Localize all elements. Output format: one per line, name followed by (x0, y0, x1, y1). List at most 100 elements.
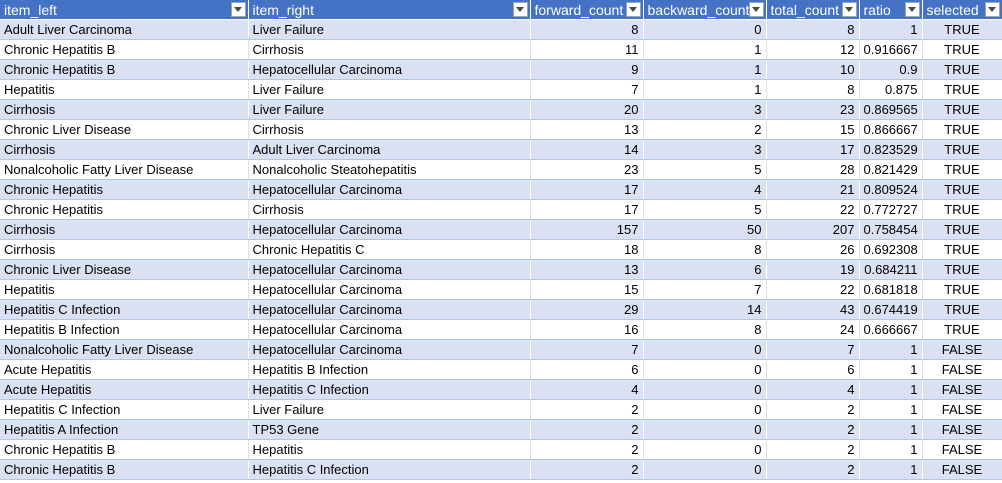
header-total-count[interactable]: total_count (766, 0, 860, 20)
cell-total-count[interactable]: 22 (766, 199, 860, 220)
cell-forward-count[interactable]: 20 (530, 99, 644, 120)
cell-backward-count[interactable]: 1 (643, 39, 767, 60)
cell-item-left[interactable]: Chronic Hepatitis (0, 179, 249, 200)
cell-ratio[interactable]: 0.674419 (859, 299, 923, 320)
cell-forward-count[interactable]: 7 (530, 79, 644, 100)
cell-selected[interactable]: TRUE (922, 119, 1002, 140)
cell-ratio[interactable]: 1 (859, 439, 923, 460)
cell-backward-count[interactable]: 1 (643, 79, 767, 100)
cell-total-count[interactable]: 23 (766, 99, 860, 120)
cell-backward-count[interactable]: 7 (643, 279, 767, 300)
cell-ratio[interactable]: 0.772727 (859, 199, 923, 220)
cell-item-right[interactable]: Liver Failure (248, 19, 531, 40)
cell-item-left[interactable]: Nonalcoholic Fatty Liver Disease (0, 159, 249, 180)
cell-selected[interactable]: FALSE (922, 339, 1002, 360)
cell-item-right[interactable]: Cirrhosis (248, 199, 531, 220)
cell-backward-count[interactable]: 14 (643, 299, 767, 320)
cell-item-right[interactable]: Cirrhosis (248, 39, 531, 60)
cell-backward-count[interactable]: 0 (643, 359, 767, 380)
cell-item-left[interactable]: Hepatitis A Infection (0, 419, 249, 440)
cell-backward-count[interactable]: 0 (643, 459, 767, 480)
cell-item-left[interactable]: Chronic Hepatitis (0, 199, 249, 220)
cell-selected[interactable]: TRUE (922, 79, 1002, 100)
cell-forward-count[interactable]: 23 (530, 159, 644, 180)
header-ratio[interactable]: ratio (859, 0, 923, 20)
cell-item-left[interactable]: Chronic Liver Disease (0, 119, 249, 140)
cell-forward-count[interactable]: 17 (530, 179, 644, 200)
cell-backward-count[interactable]: 0 (643, 419, 767, 440)
cell-item-right[interactable]: Liver Failure (248, 99, 531, 120)
cell-forward-count[interactable]: 29 (530, 299, 644, 320)
cell-forward-count[interactable]: 157 (530, 219, 644, 240)
cell-ratio[interactable]: 1 (859, 379, 923, 400)
cell-item-right[interactable]: Hepatocellular Carcinoma (248, 319, 531, 340)
filter-dropdown-icon[interactable] (984, 2, 1000, 17)
cell-item-left[interactable]: Adult Liver Carcinoma (0, 19, 249, 40)
cell-item-right[interactable]: Liver Failure (248, 79, 531, 100)
cell-forward-count[interactable]: 2 (530, 459, 644, 480)
cell-total-count[interactable]: 22 (766, 279, 860, 300)
cell-total-count[interactable]: 24 (766, 319, 860, 340)
cell-selected[interactable]: TRUE (922, 99, 1002, 120)
cell-item-left[interactable]: Cirrhosis (0, 239, 249, 260)
cell-item-left[interactable]: Hepatitis C Infection (0, 299, 249, 320)
cell-total-count[interactable]: 12 (766, 39, 860, 60)
cell-total-count[interactable]: 43 (766, 299, 860, 320)
cell-selected[interactable]: TRUE (922, 179, 1002, 200)
filter-dropdown-icon[interactable] (748, 2, 764, 17)
cell-ratio[interactable]: 0.823529 (859, 139, 923, 160)
cell-ratio[interactable]: 0.916667 (859, 39, 923, 60)
cell-selected[interactable]: FALSE (922, 379, 1002, 400)
cell-item-left[interactable]: Cirrhosis (0, 219, 249, 240)
cell-total-count[interactable]: 15 (766, 119, 860, 140)
cell-item-right[interactable]: Hepatocellular Carcinoma (248, 219, 531, 240)
cell-backward-count[interactable]: 0 (643, 19, 767, 40)
cell-forward-count[interactable]: 13 (530, 119, 644, 140)
cell-ratio[interactable]: 1 (859, 419, 923, 440)
cell-item-left[interactable]: Hepatitis C Infection (0, 399, 249, 420)
cell-item-left[interactable]: Hepatitis (0, 279, 249, 300)
cell-ratio[interactable]: 0.684211 (859, 259, 923, 280)
cell-backward-count[interactable]: 50 (643, 219, 767, 240)
cell-total-count[interactable]: 6 (766, 359, 860, 380)
cell-item-left[interactable]: Cirrhosis (0, 99, 249, 120)
cell-item-left[interactable]: Chronic Hepatitis B (0, 59, 249, 80)
cell-forward-count[interactable]: 2 (530, 439, 644, 460)
cell-backward-count[interactable]: 8 (643, 319, 767, 340)
cell-forward-count[interactable]: 17 (530, 199, 644, 220)
cell-forward-count[interactable]: 2 (530, 399, 644, 420)
cell-backward-count[interactable]: 8 (643, 239, 767, 260)
cell-forward-count[interactable]: 4 (530, 379, 644, 400)
cell-backward-count[interactable]: 0 (643, 339, 767, 360)
cell-backward-count[interactable]: 1 (643, 59, 767, 80)
cell-item-right[interactable]: Liver Failure (248, 399, 531, 420)
cell-forward-count[interactable]: 8 (530, 19, 644, 40)
cell-total-count[interactable]: 19 (766, 259, 860, 280)
cell-item-left[interactable]: Chronic Hepatitis B (0, 439, 249, 460)
cell-selected[interactable]: FALSE (922, 399, 1002, 420)
cell-backward-count[interactable]: 0 (643, 399, 767, 420)
cell-ratio[interactable]: 0.758454 (859, 219, 923, 240)
cell-item-right[interactable]: Hepatitis C Infection (248, 379, 531, 400)
cell-ratio[interactable]: 0.875 (859, 79, 923, 100)
cell-item-left[interactable]: Chronic Hepatitis B (0, 459, 249, 480)
cell-item-right[interactable]: Hepatitis C Infection (248, 459, 531, 480)
cell-item-right[interactable]: TP53 Gene (248, 419, 531, 440)
header-item-right[interactable]: item_right (248, 0, 531, 20)
cell-backward-count[interactable]: 5 (643, 159, 767, 180)
cell-ratio[interactable]: 1 (859, 359, 923, 380)
cell-ratio[interactable]: 0.809524 (859, 179, 923, 200)
cell-selected[interactable]: TRUE (922, 159, 1002, 180)
cell-ratio[interactable]: 1 (859, 19, 923, 40)
header-forward-count[interactable]: forward_count (530, 0, 644, 20)
cell-ratio[interactable]: 0.9 (859, 59, 923, 80)
filter-dropdown-icon[interactable] (512, 2, 528, 17)
cell-selected[interactable]: TRUE (922, 259, 1002, 280)
cell-total-count[interactable]: 8 (766, 19, 860, 40)
cell-forward-count[interactable]: 2 (530, 419, 644, 440)
cell-forward-count[interactable]: 13 (530, 259, 644, 280)
filter-dropdown-icon[interactable] (625, 2, 641, 17)
cell-item-left[interactable]: Chronic Hepatitis B (0, 39, 249, 60)
cell-total-count[interactable]: 21 (766, 179, 860, 200)
cell-item-left[interactable]: Cirrhosis (0, 139, 249, 160)
